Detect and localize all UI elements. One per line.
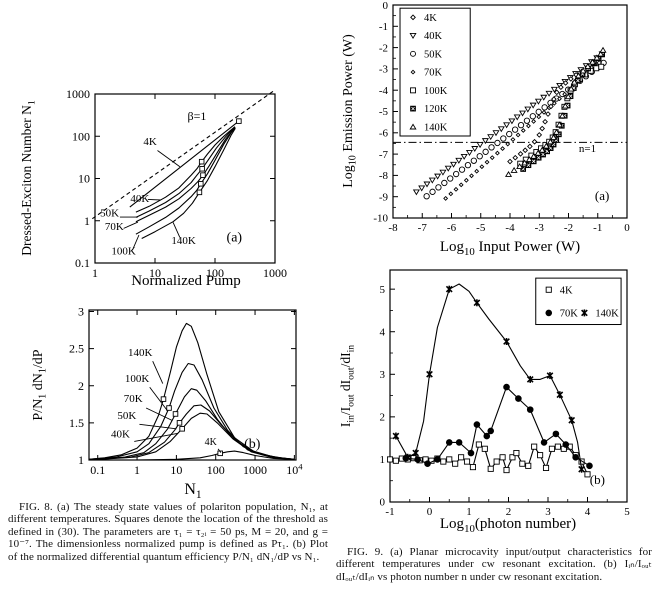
svg-text:1000: 1000 <box>263 266 287 280</box>
svg-text:10: 10 <box>149 266 161 280</box>
svg-text:-2: -2 <box>564 222 573 234</box>
svg-text:-8: -8 <box>379 170 389 182</box>
svg-text:120K: 120K <box>424 104 448 115</box>
svg-text:0: 0 <box>383 0 389 12</box>
svg-text:140K: 140K <box>128 347 153 359</box>
svg-text:4K: 4K <box>424 13 437 24</box>
svg-text:1000: 1000 <box>66 87 90 101</box>
svg-text:70K: 70K <box>105 221 124 233</box>
svg-text:1: 1 <box>380 454 386 466</box>
svg-text:N1: N1 <box>184 481 202 501</box>
svg-text:-9: -9 <box>379 191 389 203</box>
fig8a-chart: 1 10 100 10000.11101001000β=14K40K50K70K100… <box>19 87 287 289</box>
svg-text:50K: 50K <box>100 208 119 220</box>
svg-text:50K: 50K <box>117 410 136 422</box>
svg-text:β=1: β=1 <box>188 109 207 123</box>
svg-text:-10: -10 <box>373 213 388 225</box>
svg-text:104: 104 <box>286 461 303 477</box>
svg-text:50K: 50K <box>424 49 443 60</box>
svg-text:100: 100 <box>207 463 225 477</box>
svg-text:40K: 40K <box>130 193 149 205</box>
svg-text:0: 0 <box>380 497 386 509</box>
svg-text:(b): (b) <box>590 472 605 487</box>
svg-text:100K: 100K <box>125 373 150 385</box>
svg-text:5: 5 <box>624 506 630 518</box>
svg-text:4K: 4K <box>143 136 157 148</box>
svg-text:-2: -2 <box>379 42 388 54</box>
svg-text:10: 10 <box>78 172 90 186</box>
svg-text:P/N1 dN1/dP: P/N1 dN1/dP <box>31 349 49 420</box>
svg-text:0: 0 <box>624 222 630 234</box>
svg-text:-3: -3 <box>379 64 389 76</box>
svg-text:100K: 100K <box>111 245 136 257</box>
svg-text:100: 100 <box>72 129 90 143</box>
svg-text:(a): (a) <box>595 188 609 203</box>
svg-text:100K: 100K <box>424 86 448 97</box>
svg-text:5: 5 <box>380 284 386 296</box>
svg-text:0: 0 <box>427 506 433 518</box>
svg-text:Log10 Input Power (W): Log10 Input Power (W) <box>440 239 580 258</box>
svg-text:0.1: 0.1 <box>75 256 90 270</box>
svg-text:Dressed-Exciton Number N1: Dressed-Exciton Number N1 <box>19 100 38 256</box>
svg-text:2: 2 <box>78 379 84 393</box>
svg-text:70K: 70K <box>124 393 143 405</box>
svg-text:40K: 40K <box>111 429 130 441</box>
svg-text:1: 1 <box>92 266 98 280</box>
svg-text:1000: 1000 <box>243 463 267 477</box>
svg-text:10: 10 <box>170 463 182 477</box>
svg-text:2: 2 <box>380 412 386 424</box>
svg-text:100: 100 <box>206 266 224 280</box>
svg-text:Log10(photon number): Log10(photon number) <box>440 516 576 535</box>
svg-text:-6: -6 <box>447 222 457 234</box>
fig8-caption: FIG. 8. (a) The steady state values of p… <box>8 501 328 563</box>
svg-text:1: 1 <box>466 506 472 518</box>
svg-text:3: 3 <box>380 369 386 381</box>
svg-text:70K: 70K <box>424 68 443 79</box>
svg-text:-7: -7 <box>418 222 428 234</box>
svg-text:2: 2 <box>506 506 512 518</box>
svg-text:-1: -1 <box>385 506 394 518</box>
svg-text:1.5: 1.5 <box>69 416 84 430</box>
svg-text:-8: -8 <box>388 222 398 234</box>
svg-text:Iin/Iout dIout/dIin: Iin/Iout dIout/dIin <box>338 345 357 427</box>
svg-text:140K: 140K <box>595 309 619 320</box>
svg-text:140K: 140K <box>171 235 196 247</box>
fig8b-chart: 0.1 1 10 100 1000 104 1 1.5 2 2.5 3 140K 100K 70K 50K 4… <box>31 305 303 502</box>
svg-text:3: 3 <box>78 305 84 319</box>
svg-text:1: 1 <box>134 463 140 477</box>
svg-text:-3: -3 <box>535 222 545 234</box>
svg-text:0.1: 0.1 <box>90 463 105 477</box>
svg-text:1: 1 <box>78 453 84 467</box>
svg-text:40K: 40K <box>424 31 443 42</box>
svg-text:-1: -1 <box>379 21 388 33</box>
svg-text:4K: 4K <box>560 285 573 296</box>
svg-text:(a): (a) <box>227 231 243 246</box>
svg-text:-4: -4 <box>505 222 515 234</box>
svg-text:(b): (b) <box>244 437 261 452</box>
svg-text:4K: 4K <box>205 437 218 448</box>
svg-text:n=1: n=1 <box>579 143 596 155</box>
svg-text:70K: 70K <box>560 309 579 320</box>
svg-text:-1: -1 <box>593 222 602 234</box>
svg-text:-5: -5 <box>476 222 486 234</box>
fig9-caption: FIG. 9. (a) Planar microcavity input/out… <box>336 546 652 583</box>
svg-text:2.5: 2.5 <box>69 342 84 356</box>
svg-text:-5: -5 <box>379 106 389 118</box>
svg-text:3: 3 <box>545 506 551 518</box>
svg-text:4: 4 <box>380 326 386 338</box>
svg-text:-7: -7 <box>379 149 389 161</box>
svg-text:Log10 Emission Power (W): Log10 Emission Power (W) <box>341 34 359 188</box>
svg-text:-6: -6 <box>379 128 389 140</box>
svg-text:4: 4 <box>585 506 591 518</box>
svg-text:140K: 140K <box>424 122 448 133</box>
svg-text:-4: -4 <box>379 85 389 97</box>
svg-text:Normalized Pump: Normalized Pump <box>131 273 241 289</box>
svg-text:1: 1 <box>84 214 90 228</box>
fig9a-chart: -8 -7 -6 -5 -4 -3 -2 -1 00-1-2-3-4-5-6-7-8-9-10n… <box>341 0 630 258</box>
